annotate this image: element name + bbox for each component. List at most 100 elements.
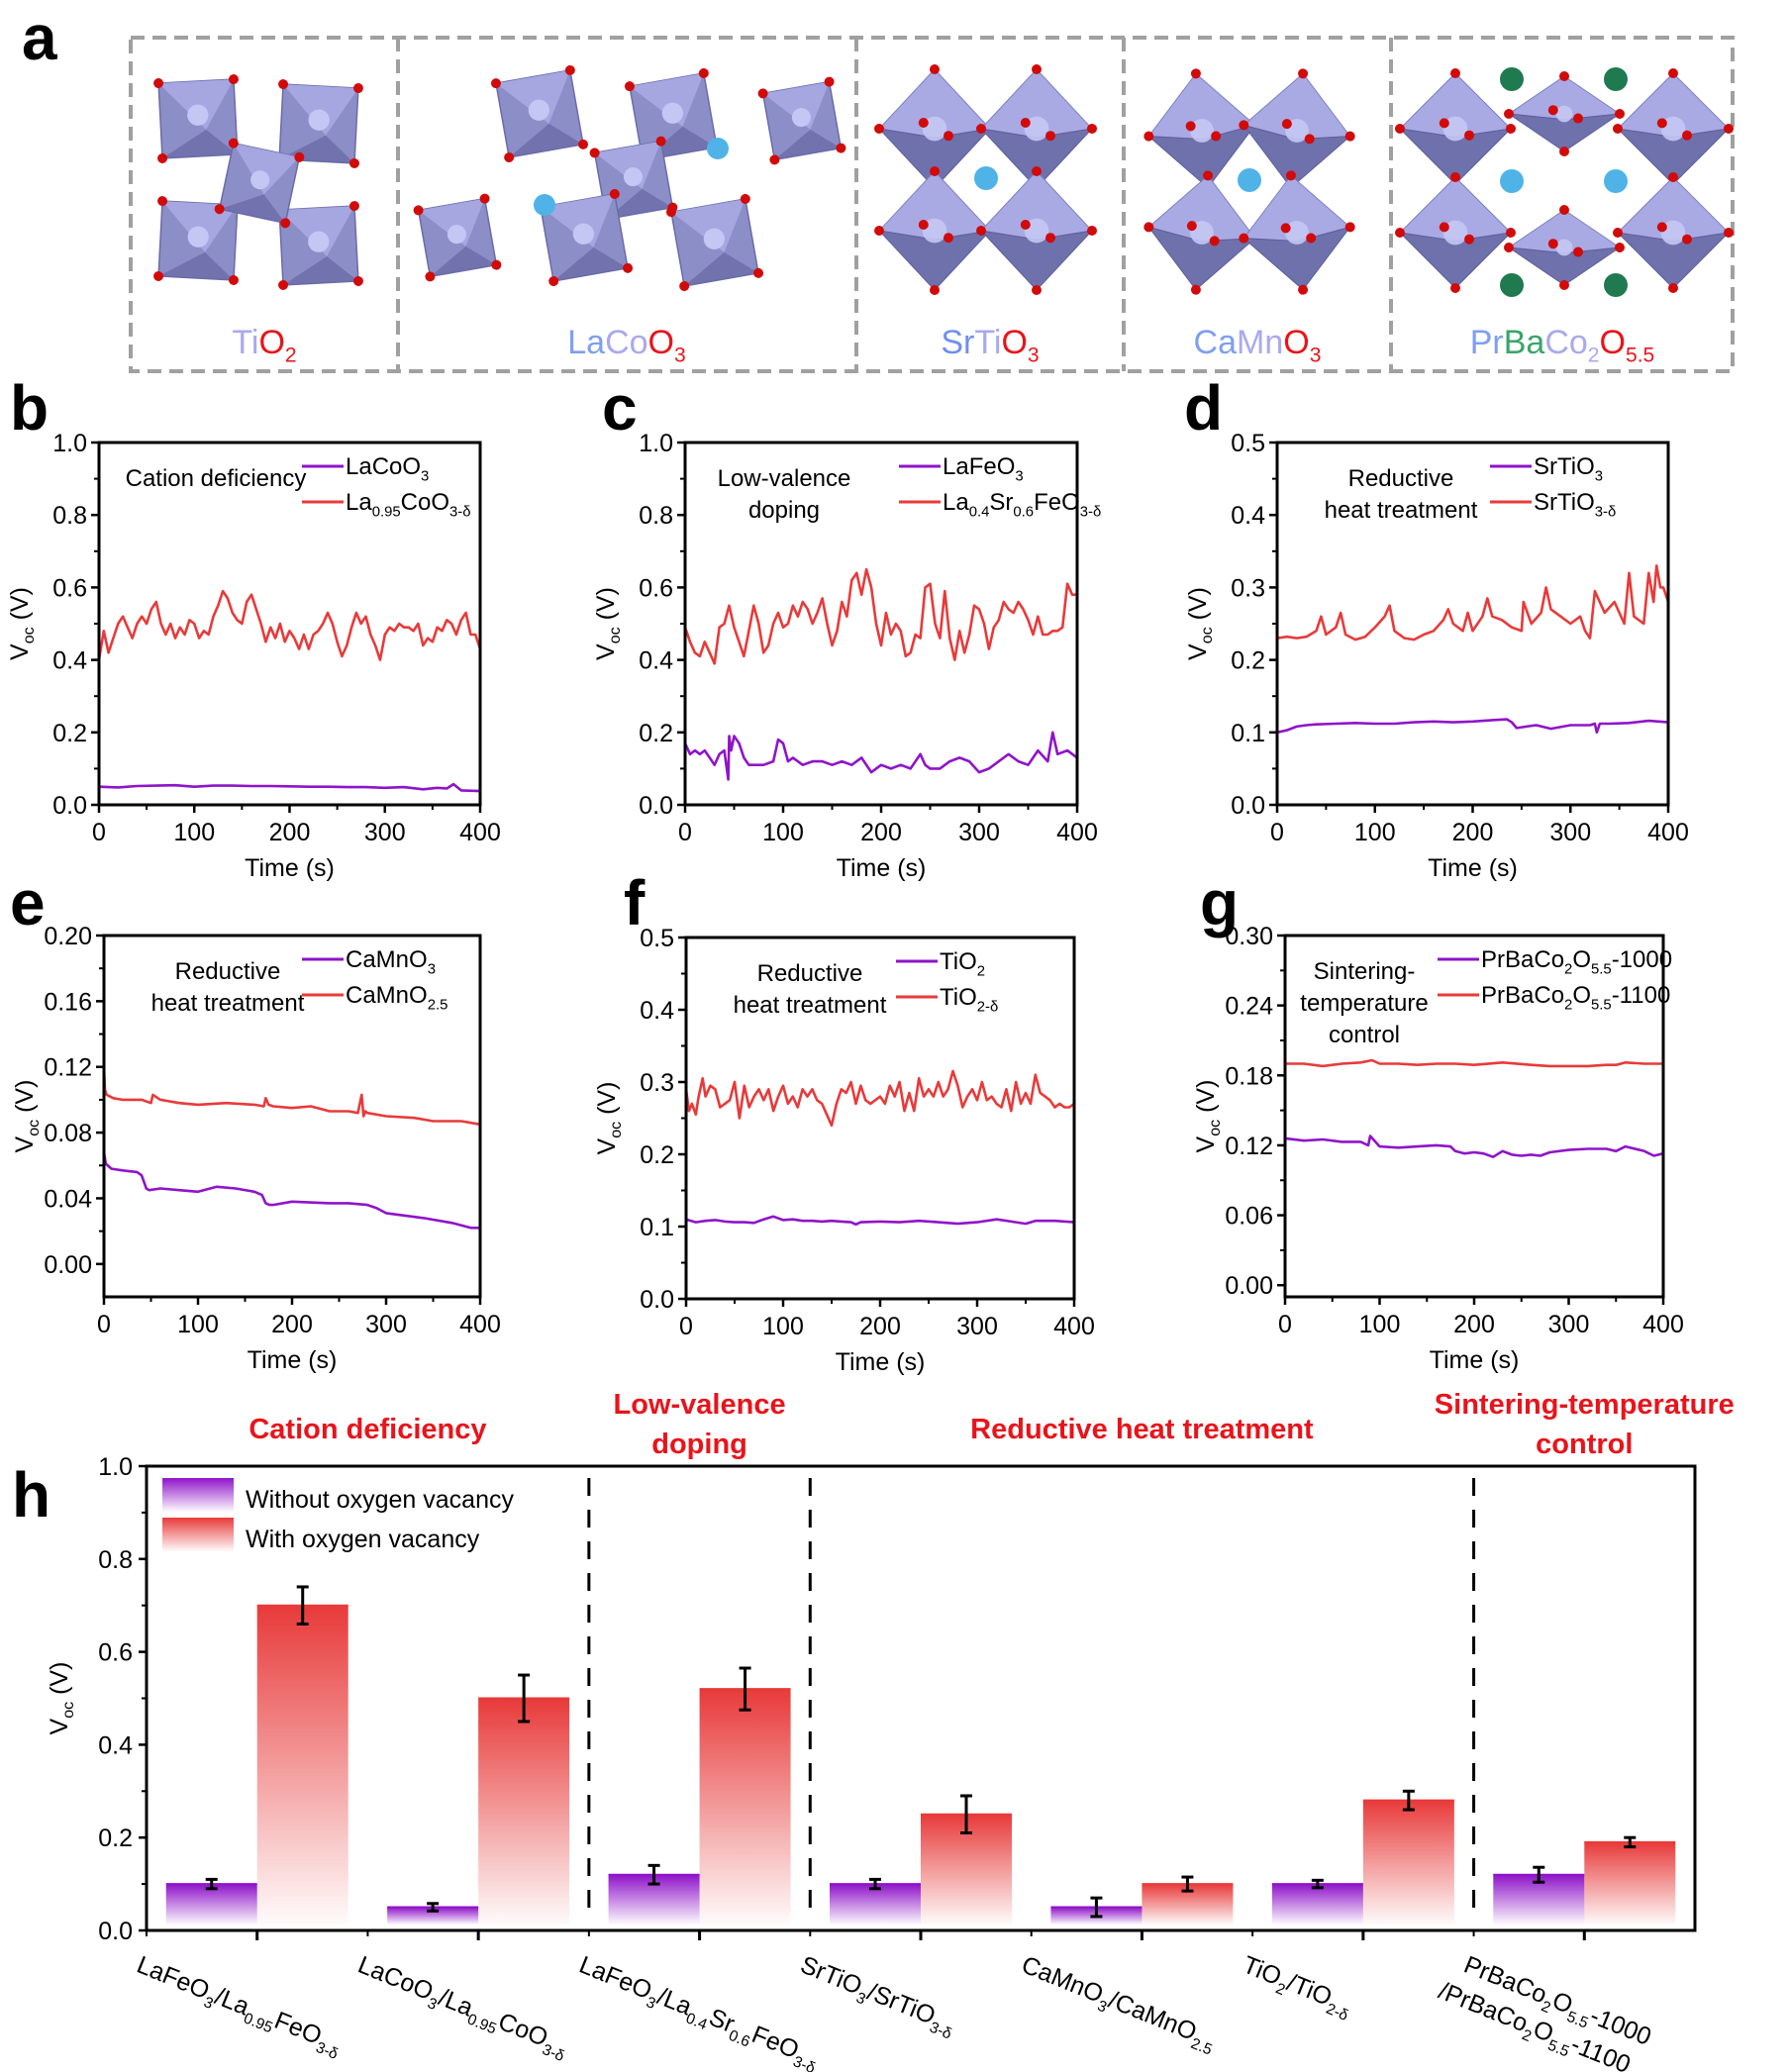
formula-lacoo3: LaCoO3: [567, 324, 685, 367]
y-tick-label: 1.0: [98, 1453, 133, 1481]
legend-label-1: With oxygen vacancy: [246, 1526, 480, 1553]
octahedron-face: [162, 129, 238, 158]
oxygen-atom: [491, 259, 502, 270]
structure-camno3: [1143, 68, 1355, 295]
oxygen-atom: [214, 204, 225, 215]
b-site-atom: [1024, 116, 1049, 142]
oxygen-atom: [874, 124, 884, 134]
series-line-1: [97, 589, 482, 661]
oxygen-atom: [1020, 118, 1031, 128]
oxygen-atom: [623, 262, 634, 273]
series-line-1: [684, 1069, 1075, 1128]
octahedron: [1613, 172, 1734, 293]
oxygen-atom: [1239, 120, 1249, 131]
octahedron-face: [283, 255, 358, 285]
octahedron: [1504, 71, 1625, 156]
x-tick-label: 300: [958, 819, 1000, 846]
y-tick-label: 0.00: [44, 1251, 92, 1279]
oxygen-atom: [1450, 68, 1460, 78]
oxygen-atom: [930, 285, 940, 295]
bar-with-vacancy: [478, 1698, 570, 1924]
legend-label-1: CaMnO2.5: [346, 982, 447, 1014]
oxygen-atom: [1395, 228, 1405, 238]
oxygen-atom: [228, 274, 239, 285]
y-axis-label: Voc (V): [6, 587, 38, 660]
oxygen-atom: [1239, 233, 1249, 244]
oxygen-atom: [1143, 131, 1154, 142]
ba-atom: [1500, 67, 1524, 91]
x-tick-label: 0: [92, 819, 106, 846]
y-tick-label: 0.8: [52, 502, 87, 530]
x-tick-label: 100: [1359, 1311, 1401, 1338]
a-site-atom: [1604, 169, 1628, 193]
oxygen-atom: [1506, 124, 1516, 134]
oxygen-atom: [1185, 121, 1196, 132]
category-label: SrTiO3/SrTiO3-δ: [795, 1951, 960, 2043]
oxygen-atom: [479, 193, 490, 204]
octahedron: [1143, 68, 1260, 193]
x-tick-label: 200: [1452, 819, 1494, 846]
b-site-atom: [1555, 239, 1573, 256]
octahedron-face: [418, 198, 485, 247]
chart-h: LaFeO3/La0.95FeO3-δLaCoO3/La0.95CoO3-δLa…: [46, 1389, 1735, 2072]
oxygen-atom: [1032, 64, 1042, 74]
oxygen-atom: [1559, 147, 1569, 156]
oxygen-atom: [589, 148, 600, 158]
x-tick-label: 100: [173, 819, 215, 846]
oxygen-atom: [1559, 71, 1569, 81]
oxygen-atom: [1682, 234, 1692, 245]
y-tick-label: 0.04: [44, 1185, 92, 1213]
category-label: LaFeO3/La0.4Sr0.6FeO3-δ: [573, 1951, 824, 2072]
y-tick-label: 0.3: [640, 1069, 674, 1097]
y-tick-label: 1.0: [52, 430, 87, 457]
bar-with-vacancy: [1584, 1841, 1676, 1924]
x-tick-label: 400: [1053, 1313, 1095, 1340]
ba-atom: [1500, 273, 1524, 297]
oxygen-atom: [490, 78, 501, 89]
oxygen-atom: [348, 201, 359, 212]
a-site-atom: [534, 194, 555, 216]
oxygen-atom: [1464, 130, 1474, 141]
y-axis-label: Voc (V): [1192, 1080, 1224, 1153]
panel-a-crystal-structures: TiO2 LaCoO3 SrTiO3 CaMnO3 PrBaCo2O5.5: [129, 36, 1735, 373]
b-site-atom: [1285, 221, 1309, 245]
oxygen-atom: [1615, 243, 1625, 252]
legend-swatch: [162, 1478, 234, 1512]
b-site-atom: [187, 226, 209, 247]
y-tick-label: 0.18: [1225, 1062, 1273, 1090]
x-tick-label: 300: [365, 1311, 407, 1338]
formula-tio2: TiO2: [232, 324, 296, 367]
legend-label-1: PrBaCo2O5.5-1100: [1481, 982, 1670, 1014]
oxygen-atom: [1211, 131, 1222, 142]
oxygen-atom: [1668, 283, 1678, 293]
octahedron: [413, 193, 502, 282]
a-site-atom: [707, 138, 729, 159]
plot-frame: [683, 441, 1079, 807]
b-site-atom: [922, 218, 947, 244]
legend-label-0: SrTiO3: [1534, 453, 1603, 485]
x-tick-label: 0: [1278, 1311, 1292, 1338]
y-tick-label: 0.4: [52, 647, 87, 675]
structure-prbaco2o55: [1395, 67, 1734, 297]
bar-without-vacancy: [1271, 1884, 1363, 1924]
oxygen-atom: [1190, 68, 1201, 79]
oxygen-atom: [753, 267, 764, 278]
ba-atom: [1604, 67, 1628, 91]
y-axis-label: Voc (V): [592, 587, 624, 660]
octahedron-face: [233, 143, 300, 195]
oxygen-atom: [1559, 205, 1569, 215]
series-line-0: [1284, 1135, 1664, 1158]
x-axis-label: Time (s): [836, 1348, 926, 1376]
chart-f: 0 100 200 300 400 0.0 0.1 0.2 0.3 0.4 0.5 Time (s) V…: [593, 925, 1095, 1376]
y-tick-label: 0.4: [98, 1731, 133, 1759]
oxygen-atom: [1656, 222, 1667, 233]
octahedron-face: [158, 79, 234, 130]
oxygen-atom: [824, 76, 835, 87]
annotation-text: heat treatment: [151, 990, 305, 1017]
oxygen-atom: [1613, 124, 1623, 134]
b-site-atom: [1555, 105, 1573, 123]
oxygen-atom: [1285, 170, 1296, 181]
y-axis-label: Voc (V): [593, 1082, 625, 1155]
oxygen-atom: [757, 88, 768, 99]
oxygen-atom: [1506, 228, 1516, 238]
